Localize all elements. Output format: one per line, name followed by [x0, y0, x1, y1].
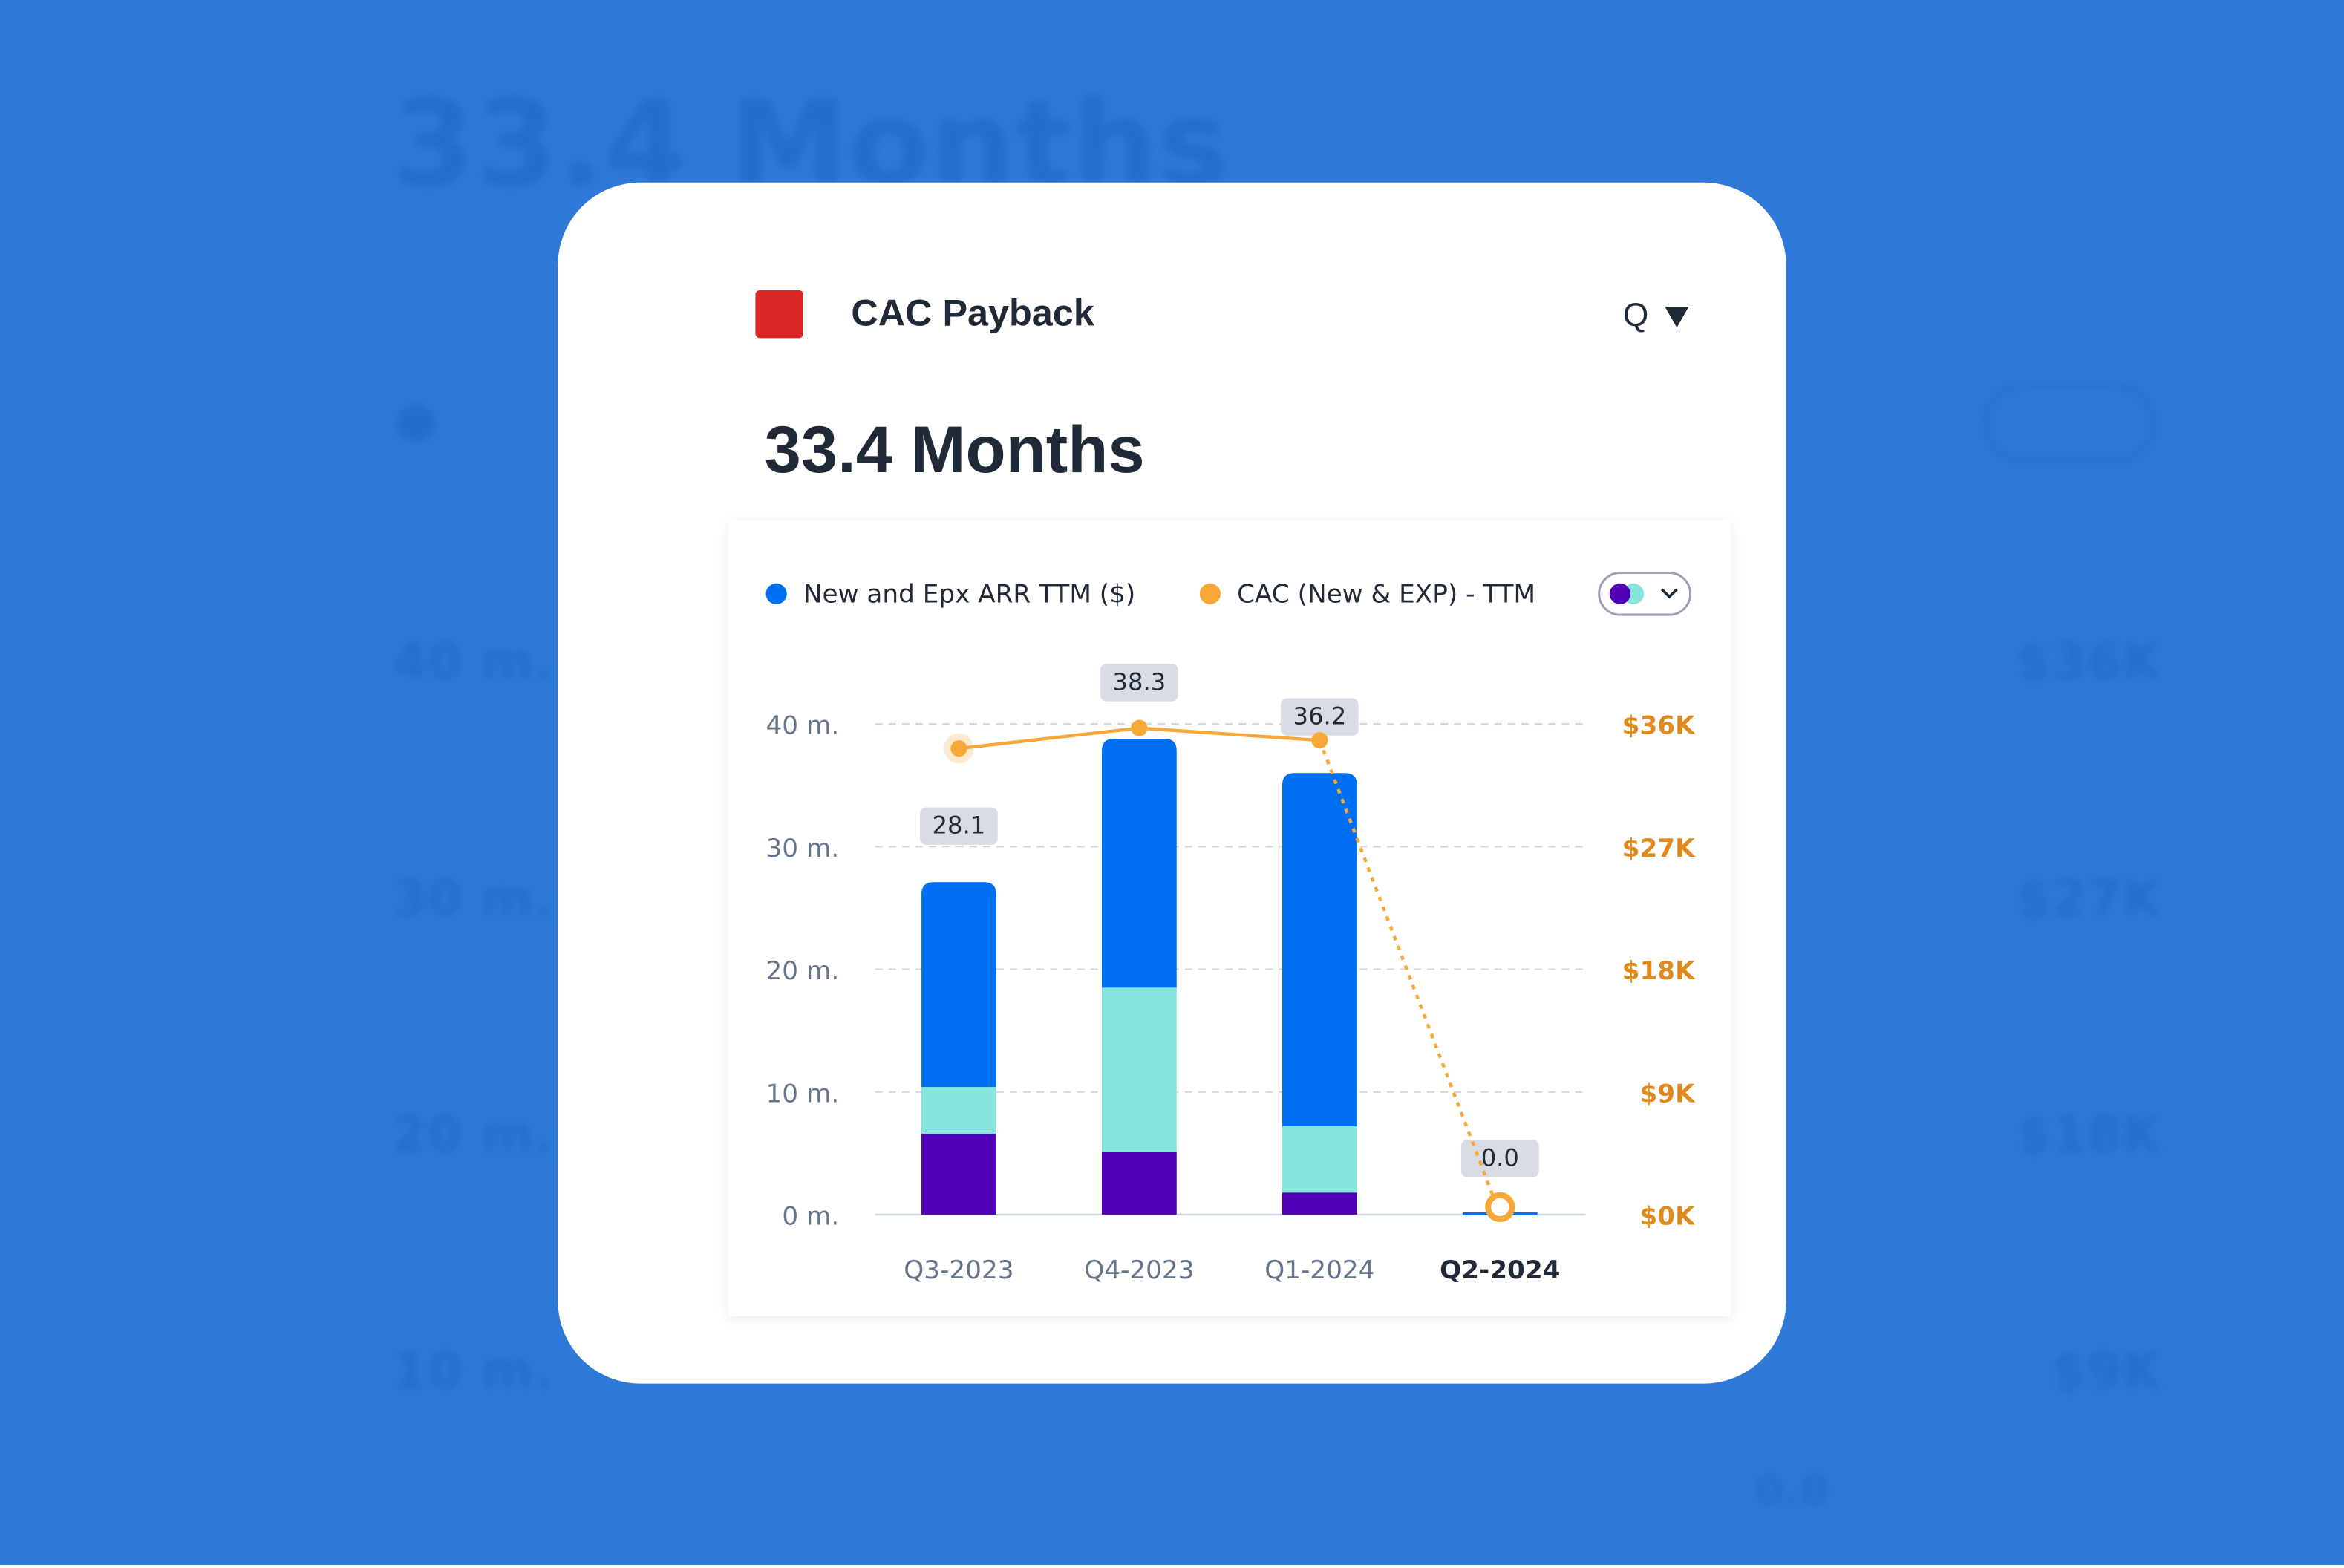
bar-segment — [921, 882, 996, 1088]
bar-segment — [1102, 1152, 1177, 1215]
bar-label-box — [920, 807, 998, 845]
y-tick-label: 40 m. — [766, 711, 840, 741]
bg-y2-tick-label: $9K — [2051, 1342, 2164, 1401]
metric-icon — [755, 290, 803, 339]
legend-dot — [1199, 583, 1221, 604]
bar-label-box — [1460, 1140, 1539, 1177]
dropdown-arrow[interactable] — [1665, 307, 1689, 328]
y-tick-label: 20 m. — [766, 956, 840, 986]
bar-label: 36.2 — [1293, 702, 1346, 731]
legend-dot — [765, 583, 787, 604]
point — [1485, 1192, 1515, 1223]
bg-y-tick-label: 30 m. — [392, 869, 553, 928]
point — [950, 740, 967, 757]
line-projection — [1318, 739, 1502, 1215]
bar-segment — [1282, 1192, 1357, 1215]
bar-label-box — [1100, 664, 1178, 702]
y2-tick-label: $27K — [1622, 834, 1696, 863]
bg-y-tick-label: 10 m. — [392, 1342, 553, 1401]
period-select[interactable]: Q — [1623, 297, 1648, 333]
bar-segment — [921, 1087, 996, 1134]
bar-label-box — [1280, 698, 1359, 736]
card-title: CAC Payback — [851, 291, 1094, 333]
y2-tick-label: $0K — [1639, 1201, 1696, 1231]
y2-tick-label: $9K — [1639, 1079, 1696, 1108]
bg-toggle — [1982, 383, 2157, 463]
blurred-backdrop: 33.4 Months 10 m. 20 m. 30 m. 40 m. $9K $18K $… — [392, 74, 2164, 1515]
bar-label: 0.0 — [1481, 1143, 1519, 1172]
bg-y2-tick-label: $36K — [2016, 633, 2164, 692]
point — [1311, 732, 1328, 749]
chart-panel — [728, 520, 1731, 1316]
legend-label: CAC (New & EXP) - TTM — [1237, 579, 1535, 609]
bar-segment — [1282, 1126, 1357, 1193]
legend-label: New and Epx ARR TTM ($) — [803, 579, 1135, 609]
toggle-chevron — [1661, 588, 1678, 599]
y2-tick-label: $36K — [1622, 711, 1696, 741]
bar-segment — [921, 1133, 996, 1215]
series-toggle[interactable] — [1598, 572, 1692, 616]
bg-y-tick-label: 20 m. — [392, 1105, 553, 1165]
y-tick-label: 10 m. — [766, 1079, 840, 1108]
toggle-dot — [1609, 583, 1630, 604]
x-tick-label: Q1-2024 — [1264, 1255, 1374, 1285]
bar-label: 38.3 — [1113, 667, 1166, 696]
bg-y2-tick-label: $18K — [2016, 1105, 2164, 1165]
y-tick-label: 30 m. — [766, 834, 840, 863]
y-tick-label: 0 m. — [782, 1201, 839, 1231]
headline: 33.4 Months — [765, 413, 1145, 486]
y2-tick-label: $18K — [1622, 956, 1696, 986]
x-tick-label: Q2-2024 — [1440, 1255, 1560, 1285]
bg-y2-tick-label: $27K — [2016, 869, 2164, 928]
bar-segment — [1102, 738, 1177, 988]
point — [1131, 719, 1148, 736]
bar-segment — [1102, 987, 1177, 1152]
bg-y-tick-label: 40 m. — [392, 633, 553, 692]
bar-label: 28.1 — [933, 811, 986, 840]
x-tick-label: Q3-2023 — [904, 1255, 1013, 1285]
bg-bar-label: 0.0 — [1755, 1466, 1829, 1515]
bg-legend-dot — [396, 403, 436, 443]
bar-segment — [1282, 773, 1357, 1126]
x-tick-label: Q4-2023 — [1084, 1255, 1194, 1285]
